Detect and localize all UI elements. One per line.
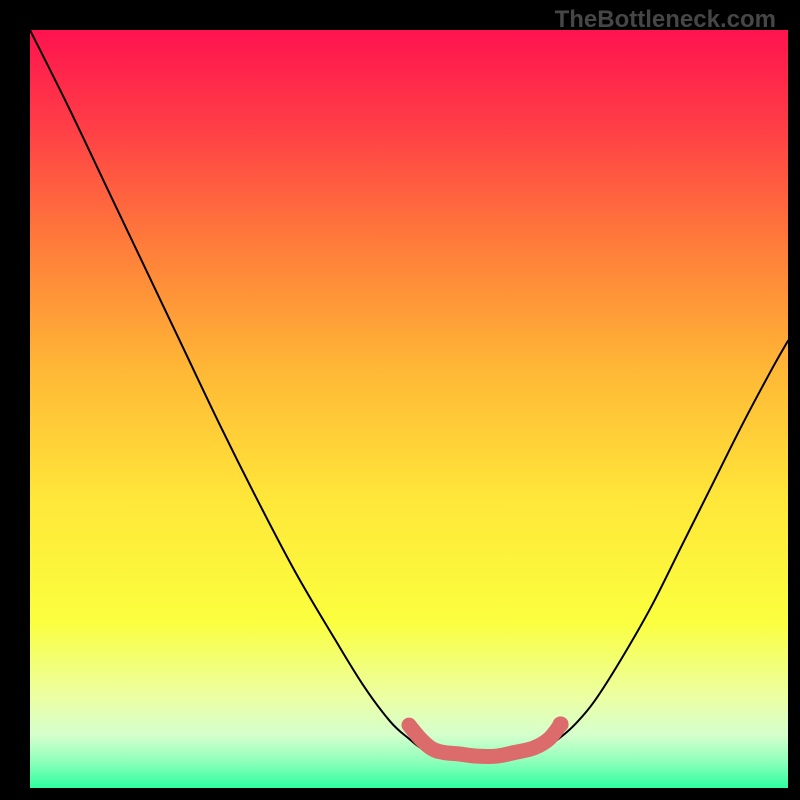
chart-background-gradient	[30, 30, 788, 788]
watermark-text: TheBottleneck.com	[555, 6, 776, 34]
marker-end-dot	[553, 716, 569, 732]
chart-plot-area	[30, 30, 788, 788]
chart-frame: TheBottleneck.com	[0, 0, 800, 800]
chart-svg	[30, 30, 788, 788]
